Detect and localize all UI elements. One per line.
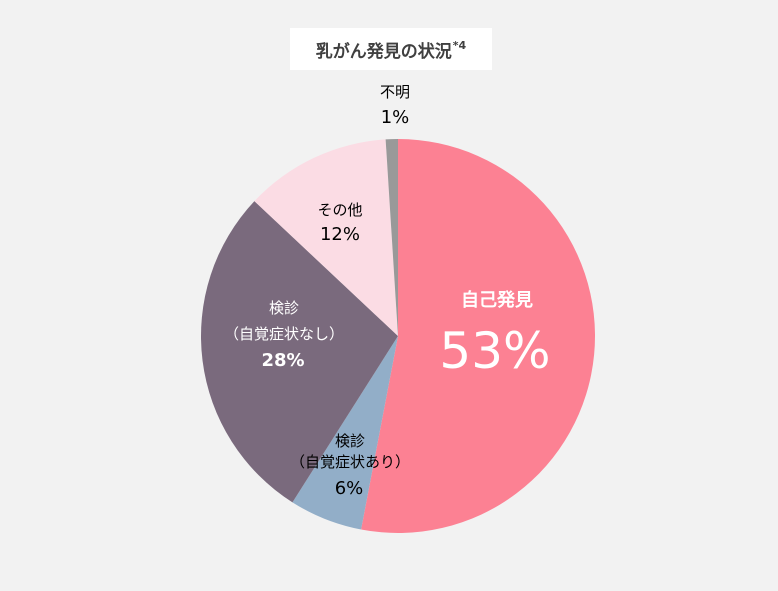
label-self-discovery: 自己発見: [461, 289, 533, 311]
label-screening-no-symptom-line1: 検診: [269, 299, 299, 317]
chart-title-text: 乳がん発見の状況: [315, 41, 452, 62]
slice-other: [254, 139, 398, 336]
value-other: 12%: [320, 224, 360, 245]
label-screening-no-symptom-line2: （自覚症状なし）: [224, 325, 344, 343]
pie-slices: [201, 139, 596, 533]
slice-self-discovery: [361, 139, 596, 533]
label-screening-symptom-line2: （自覚症状あり）: [290, 453, 410, 471]
chart-title-note: *4: [452, 38, 467, 52]
value-screening-symptom: 6%: [335, 478, 364, 499]
value-unknown: 1%: [381, 107, 410, 128]
label-unknown: 不明: [380, 83, 410, 101]
chart-title: 乳がん発見の状況 *4: [290, 28, 492, 70]
slice-screening-no-symptom: [201, 201, 398, 503]
value-screening-no-symptom: 28%: [261, 350, 304, 371]
label-other: その他: [317, 201, 362, 219]
slice-unknown: [385, 139, 398, 336]
slice-screening-symptom: [292, 336, 398, 530]
value-self-discovery: 53%: [439, 322, 550, 380]
label-screening-symptom-line1: 検診: [335, 432, 365, 450]
